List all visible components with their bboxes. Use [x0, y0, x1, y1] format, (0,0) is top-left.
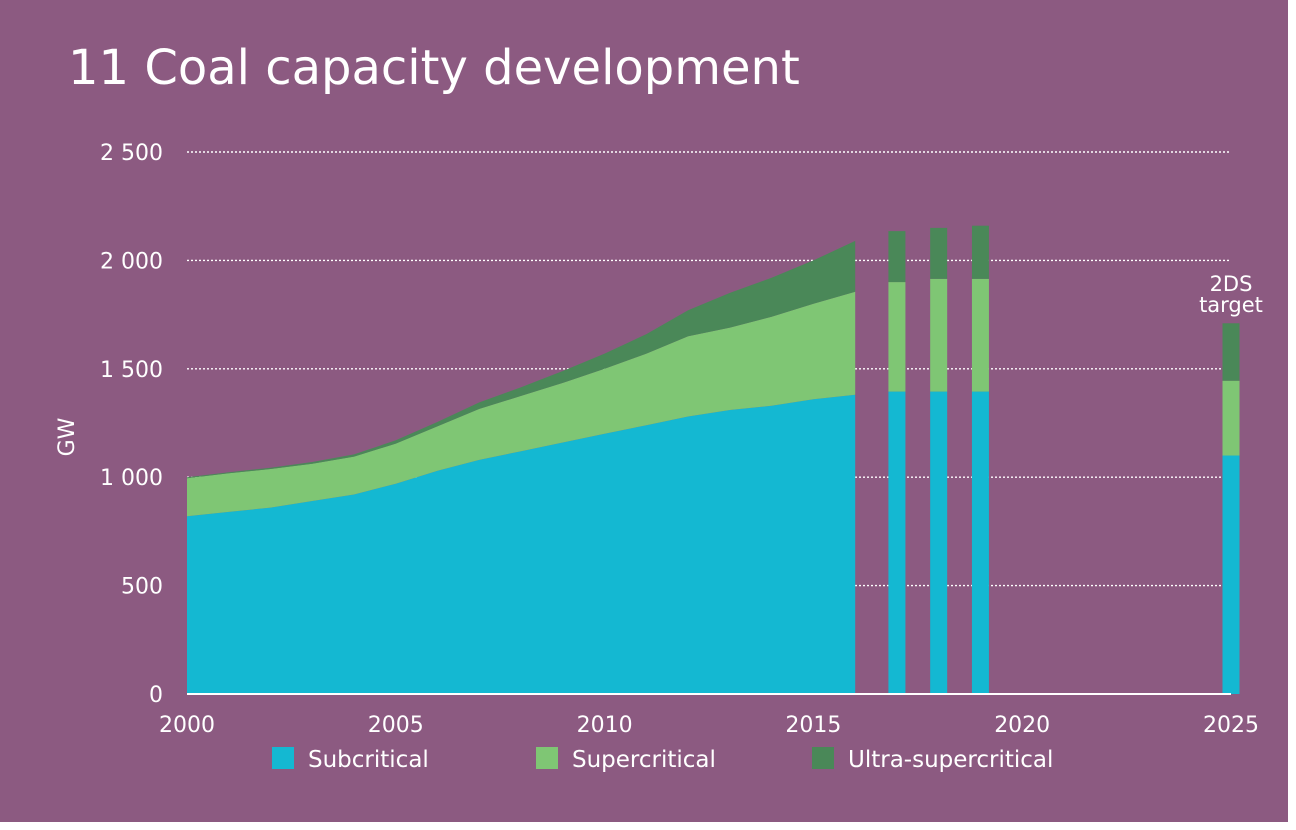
area-series-subcritical	[187, 394, 856, 694]
x-tick-label: 2000	[159, 713, 215, 738]
bar-2018-subcritical	[930, 391, 948, 694]
bar-2025-subcritical	[1222, 455, 1240, 694]
y-tick-label: 0	[149, 683, 163, 708]
area-series-supercritical	[187, 291, 856, 517]
bar-2017-supercritical	[888, 282, 906, 392]
bar-2019-subcritical	[971, 391, 989, 694]
legend-swatch-ultra-supercritical	[812, 747, 834, 769]
y-tick-label: 500	[121, 575, 163, 600]
x-tick-label: 2005	[368, 713, 424, 738]
bar-2018-supercritical	[930, 278, 948, 392]
x-tick-label: 2020	[994, 713, 1050, 738]
bar-2017-subcritical	[888, 391, 906, 694]
bar-2017-ultra-supercritical	[888, 231, 906, 283]
legend-label-ultra-supercritical: Ultra-supercritical	[848, 747, 1053, 773]
y-tick-label: 2 000	[100, 249, 163, 274]
bar-2019-ultra-supercritical	[971, 225, 989, 279]
bar-2019-supercritical	[971, 278, 989, 392]
x-tick-label: 2010	[577, 713, 633, 738]
y-tick-label: 1 000	[100, 466, 163, 491]
x-tick-label: 2025	[1203, 713, 1259, 738]
annotation-2ds-target: 2DS	[1210, 272, 1253, 296]
y-axis-label: GW	[55, 417, 80, 456]
y-tick-label: 1 500	[100, 358, 163, 383]
y-tick-label: 2 500	[100, 141, 163, 166]
legend-swatch-supercritical	[536, 747, 558, 769]
chart-title: 11 Coal capacity development	[68, 40, 800, 96]
annotation-2ds-target: target	[1199, 293, 1263, 317]
legend-label-subcritical: Subcritical	[308, 747, 429, 773]
legend-label-supercritical: Supercritical	[572, 747, 716, 773]
bar-2025-supercritical	[1222, 380, 1240, 456]
bar-2025-ultra-supercritical	[1222, 323, 1240, 381]
x-tick-label: 2015	[785, 713, 841, 738]
bar-2018-ultra-supercritical	[930, 227, 948, 279]
legend-swatch-subcritical	[272, 747, 294, 769]
